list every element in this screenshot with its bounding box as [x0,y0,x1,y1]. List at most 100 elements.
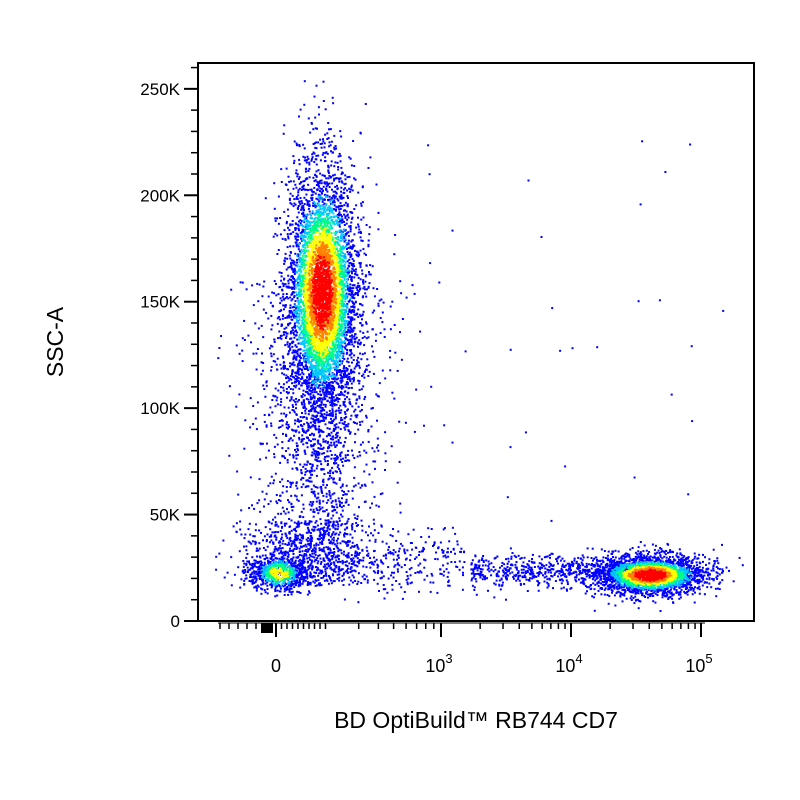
event-dot [319,406,322,409]
event-dot [299,538,301,541]
event-dot [697,574,700,577]
event-dot [299,576,302,579]
event-dot [273,207,276,210]
event-dot [593,572,596,575]
event-dot [292,245,295,248]
event-dot [267,559,270,562]
event-dot [652,600,655,603]
event-dot [280,168,283,171]
event-dot [696,582,699,584]
event-dot [280,367,283,370]
event-dot [707,574,710,577]
event-dot [333,462,336,465]
event-dot [389,305,392,308]
event-dot [252,352,255,355]
event-dot [308,402,311,405]
event-dot [389,552,392,555]
event-dot [341,377,344,380]
event-dot [256,502,259,505]
event-dot [698,580,701,583]
event-dot [336,547,339,550]
event-dot [243,583,246,585]
event-dot [291,342,294,345]
event-dot [327,137,330,140]
event-dot [330,417,332,420]
event-dot [275,363,278,366]
event-dot [282,510,285,513]
event-dot [446,562,449,565]
event-dot [310,425,313,428]
event-dot [419,562,422,565]
event-dot [341,485,344,488]
event-dot [420,550,423,553]
event-dot [289,587,292,590]
event-dot [281,372,284,375]
event-dot [287,350,290,353]
event-dot [364,292,367,295]
event-dot [256,555,258,558]
event-dot [314,458,317,461]
event-dot [371,502,373,505]
event-dot [243,562,246,565]
event-dot [315,520,318,523]
event-dot [270,522,273,525]
event-dot [304,571,307,574]
event-dot [295,442,298,445]
event-dot [458,568,461,571]
event-dot [298,584,300,587]
event-dot [532,576,535,579]
event-dot [563,566,566,568]
event-dot [400,358,403,361]
event-dot [342,457,344,460]
event-dot [304,566,307,569]
event-dot [367,430,370,433]
event-dot [339,160,342,163]
event-dot [418,554,420,556]
event-dot [335,544,338,547]
event-dot [601,569,604,572]
event-dot [342,464,345,467]
event-dot [418,571,420,574]
event-dot [302,213,305,216]
event-dot [351,336,354,339]
event-dot [253,586,256,589]
event-dot [629,557,632,560]
event-dot [550,571,553,574]
event-dot [367,239,370,242]
event-dot [304,390,307,393]
event-dot [237,493,240,496]
event-dot [376,566,379,569]
event-dot [333,177,336,180]
event-dot [296,525,299,528]
event-dot [698,578,701,581]
event-dot [344,216,347,219]
event-dot [281,355,284,358]
event-dot [306,577,309,580]
event-dot [284,337,287,339]
event-dot [334,470,337,473]
event-dot [315,141,318,144]
event-dot [302,571,304,574]
event-dot [322,538,324,541]
event-dot [267,449,270,452]
event-dot [339,197,342,200]
event-dot [654,601,657,604]
event-dot [306,522,309,525]
event-dot [399,542,402,545]
event-dot [695,561,698,564]
event-dot [357,547,360,550]
event-dot [320,146,323,149]
event-dot [332,524,334,526]
event-dot [322,403,325,406]
event-dot [308,553,311,556]
event-dot [642,550,645,553]
event-dot [363,335,366,338]
event-dot [311,153,314,156]
event-dot [324,522,327,525]
event-dot [326,460,329,462]
event-dot [695,566,698,569]
event-dot [587,586,590,589]
event-dot [288,550,291,553]
event-dot [355,522,358,525]
event-dot [243,339,246,341]
